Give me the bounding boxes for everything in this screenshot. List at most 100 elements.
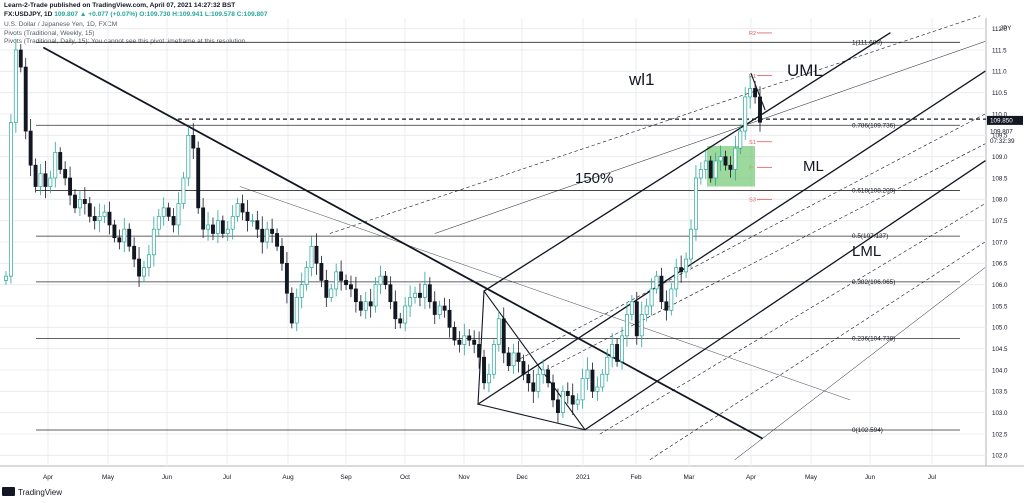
candle-body [215,220,220,234]
candle-body [53,152,58,179]
candle-body [703,160,708,170]
brand-label: TradingView [18,488,63,497]
time-axis[interactable]: Apr May Jun Jul Aug Sep Oct Nov Dec 2021 Feb Mar Apr… [43,474,936,481]
candle-body [595,386,600,392]
candle-body [491,344,496,375]
candle-body [516,352,521,362]
candle-body [580,378,585,401]
candle-body [102,211,107,217]
candle-body [82,198,87,204]
candle-body [383,275,388,286]
fib-level-label: 0.382(106.065) [852,279,895,286]
candle-body [349,284,353,290]
price-tag-label: 07:32:39 [990,138,1015,145]
candle-body [585,369,590,379]
candle-body [73,194,77,209]
pivot-level-label: R2 [749,31,756,37]
price-tag-label: 109.807 [990,128,1013,135]
y-tick-label: 108.0 [992,197,1008,204]
candle-body [620,335,624,362]
x-tick-label: Mar [683,474,695,481]
candle-body [560,390,565,414]
change-label: 109.807 ▲ +0.077 (+0.07%) [54,10,138,18]
candle-body [13,49,18,123]
candle-body [142,267,146,277]
candle-body [176,203,181,226]
candle-body [294,297,299,324]
fibonacci-levels: 1(111.680) 0.786(109.736) 0.618(108.209) 0.… [36,39,986,434]
candle-body [92,216,97,222]
candle-body [245,211,250,222]
price-axis[interactable]: 102.0 102.5 103.0 103.5 104.0 104.5 105.0 105.5… [992,25,1011,460]
pivot-weekly-legend: Pivots (Traditional, Weekly, 15) [4,29,95,37]
candle-body [18,49,23,68]
candle-body [639,314,644,337]
candle-body [669,288,674,311]
pitchfork [43,15,986,460]
candle-body [541,369,546,375]
y-tick-label: 110.0 [992,111,1008,118]
chart-header: Learn-2-Trade published on TradingView.c… [4,2,764,47]
pitchfork-parallel-dashed [649,241,986,460]
fib-level-label: 0.236(104.738) [852,336,895,343]
candle-body [235,203,240,217]
y-tick-label: 103.5 [992,389,1008,396]
candle-body [748,88,753,98]
candle-body [496,318,501,345]
candle-body [393,301,398,320]
candle-body [600,373,605,388]
candle-body [526,373,531,384]
candle-body [452,326,457,341]
plot-area[interactable] [0,0,986,466]
candle-body [250,220,255,223]
lower-median-line [584,160,986,431]
median-line [477,70,986,405]
candle-body [708,160,713,179]
candle-body [77,198,82,209]
tradingview-brand[interactable]: TradingView [2,487,62,497]
x-tick-label: 2021 [576,474,591,481]
symbol-label: FX:USDJPY, 1D [4,10,53,18]
candle-body [388,284,393,303]
fib-level-label: 0(102.594) [852,427,883,434]
candle-body [487,373,491,384]
candle-body [280,245,284,264]
candle-body [713,160,718,179]
candle-body [181,177,186,204]
candle-body [127,228,132,247]
candle-body [432,301,437,315]
candle-body [270,228,275,234]
candle-body [629,301,634,315]
x-tick-label: Sep [340,474,352,481]
candle-body [644,305,649,315]
y-tick-label: 103.0 [992,410,1008,417]
x-tick-label: Apr [43,474,54,481]
candle-body [738,130,743,149]
fib-level-label: 1(111.680) [852,39,882,46]
candle-body [4,275,8,281]
candle-body [718,156,723,162]
candle-body [240,203,245,213]
candle-body [437,305,442,315]
candle-body [698,169,703,179]
candle-body [733,147,738,170]
price-tags: 109.850 109.807 07:32:39 [987,115,1023,145]
pitchfork-parallel-dashed [329,15,981,234]
candle-body [339,271,344,281]
candle-body [467,335,472,341]
candle-body [442,305,447,311]
candle-body [605,356,610,375]
candle-body [309,245,314,268]
candle-body [570,395,575,405]
candle-body [225,228,230,234]
pitchfork-head [750,72,766,111]
candle-body [472,339,477,345]
candle-body [634,301,639,337]
candle-body [191,134,196,149]
candle-body [58,152,63,170]
candle-body [422,284,427,298]
candle-body [373,284,378,307]
candle-body [575,399,580,405]
x-tick-label: Nov [458,474,470,481]
